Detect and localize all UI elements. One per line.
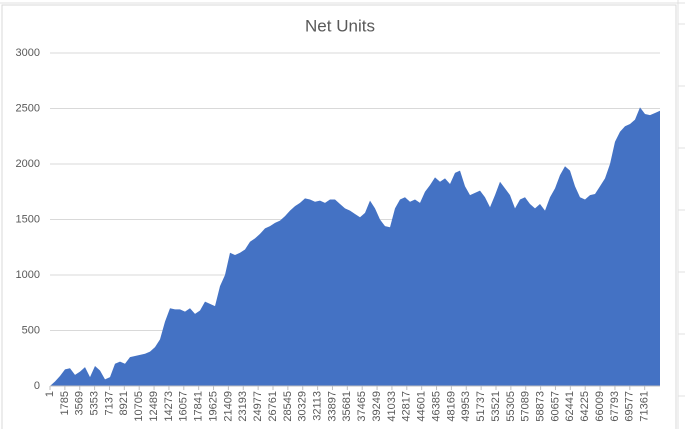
x-tick-label: 37465 bbox=[356, 391, 368, 422]
y-tick-label: 500 bbox=[22, 324, 40, 336]
x-tick-label: 41033 bbox=[386, 391, 398, 422]
x-tick-label: 33897 bbox=[326, 391, 338, 422]
y-tick-label: 3000 bbox=[16, 47, 40, 59]
chart-title: Net Units bbox=[305, 16, 375, 35]
x-tick-label: 8921 bbox=[118, 391, 130, 415]
x-tick-label: 30329 bbox=[297, 391, 309, 422]
x-tick-label: 51737 bbox=[475, 391, 487, 422]
x-tick-label: 7137 bbox=[103, 391, 115, 415]
x-tick-label: 71361 bbox=[639, 391, 651, 422]
x-tick-label: 5353 bbox=[89, 391, 101, 415]
x-tick-label: 23193 bbox=[237, 391, 249, 422]
x-tick-label: 55305 bbox=[505, 391, 517, 422]
x-tick-label: 3569 bbox=[74, 391, 86, 415]
x-tick-label: 24977 bbox=[252, 391, 264, 422]
y-tick-label: 0 bbox=[34, 380, 40, 392]
x-tick-label: 17841 bbox=[193, 391, 205, 422]
y-tick-label: 2000 bbox=[16, 158, 40, 170]
x-tick-label: 44601 bbox=[416, 391, 428, 422]
x-tick-label: 62441 bbox=[564, 391, 576, 422]
x-tick-label: 60657 bbox=[549, 391, 561, 422]
x-tick-label: 53521 bbox=[490, 391, 502, 422]
x-tick-label: 14273 bbox=[163, 391, 175, 422]
x-tick-label: 21409 bbox=[222, 391, 234, 422]
x-tick-label: 49953 bbox=[460, 391, 472, 422]
x-tick-label: 48169 bbox=[445, 391, 457, 422]
y-tick-label: 2500 bbox=[16, 102, 40, 114]
x-tick-label: 42817 bbox=[401, 391, 413, 422]
x-tick-label: 1785 bbox=[59, 391, 71, 415]
x-tick-label: 57089 bbox=[520, 391, 532, 422]
x-tick-label: 19625 bbox=[207, 391, 219, 422]
x-tick-label: 28545 bbox=[282, 391, 294, 422]
x-tick-label: 58873 bbox=[535, 391, 547, 422]
x-tick-label: 39249 bbox=[371, 391, 383, 422]
x-tick-label: 46385 bbox=[430, 391, 442, 422]
x-tick-label: 32113 bbox=[312, 391, 324, 421]
area bbox=[50, 107, 660, 386]
x-tick-label: 12489 bbox=[148, 391, 160, 422]
x-tick-label: 67793 bbox=[609, 391, 621, 422]
y-tick-label: 1000 bbox=[16, 269, 40, 281]
x-tick-label: 10705 bbox=[133, 391, 145, 422]
x-tick-label: 1 bbox=[44, 391, 56, 397]
x-tick-label: 35681 bbox=[341, 391, 353, 422]
x-tick-label: 64225 bbox=[579, 391, 591, 422]
y-tick-label: 1500 bbox=[16, 213, 40, 225]
x-tick-label: 66009 bbox=[594, 391, 606, 422]
x-tick-label: 69577 bbox=[624, 391, 636, 422]
x-tick-label: 26761 bbox=[267, 391, 279, 422]
x-tick-label: 16057 bbox=[178, 391, 190, 422]
